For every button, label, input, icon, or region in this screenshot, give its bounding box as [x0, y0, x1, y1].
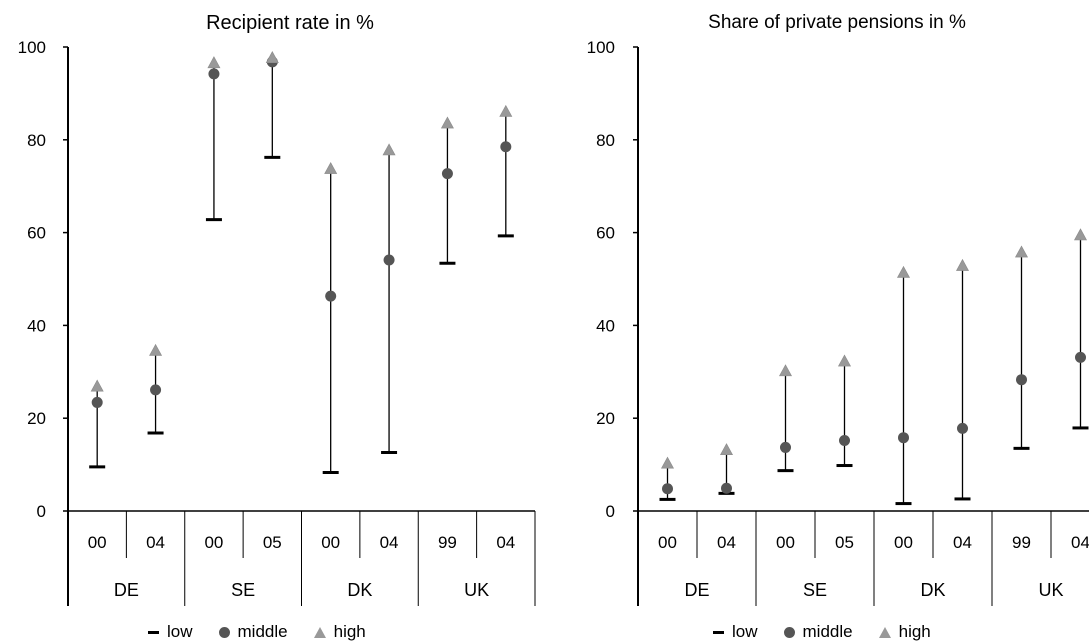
high-marker: [499, 104, 513, 117]
y-tick-label: 100: [587, 38, 615, 57]
legend-label-middle: middle: [802, 622, 853, 641]
x-tick-label: 04: [953, 533, 972, 552]
high-marker: [207, 56, 221, 69]
high-marker: [955, 258, 970, 271]
x-tick-label: 04: [1071, 533, 1089, 552]
legend-label-high: high: [333, 622, 366, 641]
recipient-rate-plot: 0 20 40 60 80 100 00 04 00 05 00 04 99 04 DE SE DK UK: [18, 38, 536, 606]
legend-item-low: low: [713, 622, 758, 642]
y-tick-label: 0: [606, 502, 615, 521]
middle-marker: [957, 422, 968, 434]
x-group-label: DK: [347, 580, 372, 600]
y-tick-label: 20: [27, 409, 46, 428]
legend-item-high: high: [878, 622, 931, 642]
middle-marker-icon: [218, 626, 230, 638]
middle-marker: [325, 290, 337, 302]
high-marker: [896, 265, 911, 278]
low-marker-icon: [713, 630, 724, 634]
x-tick-label: 00: [658, 533, 677, 552]
y-tick-label: 20: [596, 409, 615, 428]
x-tick-label: 04: [496, 533, 515, 552]
high-marker: [90, 379, 104, 392]
x-tick-label: 04: [380, 533, 399, 552]
x-tick-label: 00: [204, 533, 223, 552]
high-marker: [719, 443, 734, 456]
x-tick-label: 00: [776, 533, 795, 552]
high-marker-icon: [878, 626, 891, 638]
recipient-rate-chart: Recipient rate in % 0 20 40 60 80 100 00 04 00 05…: [18, 12, 536, 642]
middle-marker: [662, 483, 673, 495]
middle-marker: [721, 482, 732, 494]
y-tick-label: 80: [27, 131, 46, 150]
x-tick-label: 05: [835, 533, 854, 552]
middle-marker: [441, 168, 453, 180]
legend-label-low: low: [167, 622, 193, 641]
high-marker: [149, 343, 163, 356]
middle-marker: [1016, 374, 1027, 386]
x-tick-label: 99: [1012, 533, 1031, 552]
high-marker: [1073, 228, 1088, 241]
y-tick-label: 100: [18, 38, 46, 57]
middle-marker-icon: [783, 626, 795, 638]
y-tick-label: 80: [596, 131, 615, 150]
y-tick-label: 40: [27, 316, 46, 335]
middle-marker: [839, 434, 850, 446]
chart-legend: low middle high: [713, 622, 931, 642]
high-marker: [778, 364, 793, 377]
middle-marker: [150, 384, 162, 396]
legend-label-low: low: [732, 622, 758, 641]
x-tick-label: 05: [263, 533, 282, 552]
high-marker: [660, 456, 675, 469]
middle-marker: [780, 441, 791, 453]
high-marker: [1014, 245, 1029, 258]
chart-title: Recipient rate in %: [206, 12, 374, 34]
high-marker: [382, 143, 396, 156]
legend-item-middle: middle: [783, 622, 853, 642]
x-tick-label: 00: [321, 533, 340, 552]
middle-marker: [1075, 351, 1086, 363]
legend-item-middle: middle: [218, 622, 288, 642]
high-marker: [837, 354, 852, 367]
high-marker: [440, 116, 454, 129]
y-tick-label: 0: [37, 502, 46, 521]
private-pension-share-plot: 0 20 40 60 80 100 00 04 00 05 00 04 99 04 DE SE DK UK: [587, 38, 1089, 606]
chart-legend: low middle high: [148, 622, 366, 642]
legend-label-middle: middle: [237, 622, 288, 641]
high-marker: [324, 161, 338, 174]
legend-item-high: high: [313, 622, 366, 642]
private-pension-share-chart: Share of private pensions in % 0 20 40 60 80…: [545, 0, 1089, 644]
x-group-label: UK: [1038, 580, 1063, 600]
x-tick-label: 00: [88, 533, 107, 552]
x-tick-label: 00: [894, 533, 913, 552]
middle-marker: [383, 254, 395, 266]
x-group-label: UK: [464, 580, 489, 600]
x-group-label: SE: [803, 580, 827, 600]
low-marker-icon: [148, 630, 159, 634]
middle-marker: [208, 68, 220, 80]
high-marker-icon: [313, 626, 326, 638]
legend-item-low: low: [148, 622, 193, 642]
x-tick-label: 99: [438, 533, 457, 552]
y-tick-label: 60: [27, 224, 46, 243]
y-tick-label: 40: [596, 316, 615, 335]
high-marker: [265, 51, 279, 63]
x-tick-label: 04: [146, 533, 165, 552]
x-group-label: SE: [231, 580, 255, 600]
x-tick-label: 04: [717, 533, 736, 552]
middle-marker: [500, 141, 512, 153]
chart-title: Share of private pensions in %: [708, 12, 966, 33]
x-group-label: DE: [684, 580, 709, 600]
x-group-label: DK: [920, 580, 945, 600]
y-tick-label: 60: [596, 224, 615, 243]
x-group-label: DE: [114, 580, 139, 600]
legend-label-high: high: [898, 622, 931, 641]
middle-marker: [898, 432, 909, 444]
middle-marker: [91, 396, 103, 408]
